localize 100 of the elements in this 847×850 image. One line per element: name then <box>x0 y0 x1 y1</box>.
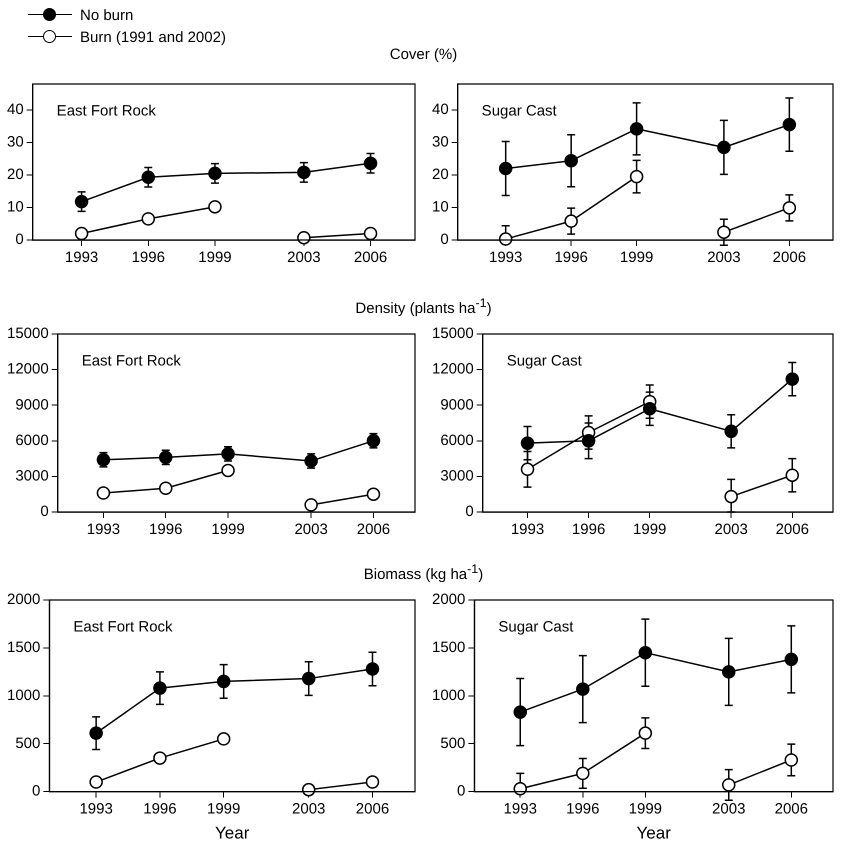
x-tick-label: 1996 <box>132 249 165 266</box>
point <box>142 170 156 184</box>
point <box>786 372 800 386</box>
point <box>724 424 738 438</box>
y-tick-label: 10 <box>432 198 449 216</box>
y-tick-label: 15000 <box>432 325 474 342</box>
legend-label: No burn <box>80 6 134 24</box>
point <box>153 681 167 695</box>
x-tick-label: 2003 <box>287 249 321 266</box>
y-tick-label: 6000 <box>440 432 474 449</box>
point <box>722 778 736 792</box>
x-tick-label: 2006 <box>354 249 388 266</box>
point <box>364 226 378 240</box>
point <box>366 775 380 789</box>
y-tick-label: 0 <box>40 503 49 520</box>
x-tick-label: 1993 <box>86 521 120 538</box>
point <box>582 434 596 448</box>
y-tick-label: 30 <box>6 134 24 151</box>
x-tick-label: 2003 <box>294 521 328 538</box>
x-tick-label: 2003 <box>714 521 748 538</box>
x-tick-label: 1999 <box>620 249 654 266</box>
y-tick-label: 2000 <box>432 591 466 608</box>
point <box>498 162 512 176</box>
point <box>638 726 652 740</box>
point <box>784 753 798 767</box>
point <box>364 156 378 170</box>
point <box>786 468 800 482</box>
x-tick-label: 1993 <box>79 800 113 818</box>
y-tick-label: 500 <box>15 734 40 752</box>
y-tick-label: 2000 <box>6 591 40 608</box>
y-tick-label: 10 <box>6 198 24 216</box>
x-tick-label: 1999 <box>206 800 240 818</box>
x-tick-label: 1996 <box>566 800 600 818</box>
point <box>208 166 222 180</box>
point <box>216 674 230 688</box>
y-tick-label: 6000 <box>15 432 49 449</box>
chart-subtitle: Cover (%) <box>388 46 458 63</box>
point <box>74 226 88 240</box>
x-tick-label: 1999 <box>198 249 232 266</box>
point <box>630 122 644 136</box>
point <box>564 214 578 228</box>
x-tick-label: 1996 <box>149 521 182 538</box>
x-tick-label: 2006 <box>356 800 390 818</box>
text: East Fort Rock <box>56 102 156 120</box>
y-tick-label: 1000 <box>432 686 466 704</box>
x-tick-label: 1999 <box>633 521 666 538</box>
y-tick-label: 3000 <box>440 468 474 485</box>
y-tick-label: 0 <box>457 782 466 800</box>
text: Sugar Cast <box>482 102 558 120</box>
point <box>642 402 656 416</box>
x-tick-label: 1993 <box>489 249 522 266</box>
y-tick-label: 1500 <box>6 639 40 656</box>
point <box>520 436 534 450</box>
point <box>158 482 172 496</box>
y-tick-label: 20 <box>6 166 24 184</box>
point <box>216 732 230 746</box>
y-tick-label: 30 <box>432 134 449 151</box>
x-tick-label: 2003 <box>712 800 746 818</box>
x-tick-label: 1993 <box>64 249 98 266</box>
point <box>96 486 110 500</box>
point <box>153 751 167 765</box>
point <box>513 705 527 719</box>
x-tick-label: 2003 <box>707 249 741 266</box>
point <box>630 170 644 184</box>
y-tick-label: 9000 <box>440 396 474 414</box>
point <box>366 487 380 501</box>
y-tick-label: 12000 <box>432 360 474 378</box>
point <box>498 232 512 246</box>
x-tick-label: 1996 <box>572 521 606 538</box>
x-tick-label: 2006 <box>774 800 808 818</box>
point <box>302 782 316 796</box>
y-tick-label: 1000 <box>6 686 40 704</box>
point <box>304 498 318 512</box>
point <box>576 682 590 696</box>
point <box>513 782 527 796</box>
point <box>576 766 590 780</box>
y-tick-label: 500 <box>440 734 466 752</box>
x-tick-label: 2003 <box>292 800 326 818</box>
point <box>302 672 316 686</box>
point <box>520 462 534 476</box>
point <box>89 775 103 789</box>
point <box>717 225 731 239</box>
point <box>722 665 736 679</box>
legend-label: Burn (1991 and 2002) <box>80 28 226 46</box>
point <box>784 652 798 666</box>
x-tick-label: 2006 <box>356 521 390 538</box>
x-tick-label: 1993 <box>504 800 537 818</box>
x-axis-title: Year <box>636 823 672 842</box>
y-tick-label: 1500 <box>432 639 466 656</box>
text: Sugar Cast <box>506 352 583 370</box>
x-tick-label: 2006 <box>776 521 809 538</box>
point <box>221 464 235 478</box>
y-tick-label: 0 <box>32 782 40 800</box>
point <box>297 230 311 244</box>
x-tick-label: 1993 <box>510 521 544 538</box>
point <box>717 140 731 154</box>
text: East Fort Rock <box>82 352 182 370</box>
y-tick-label: 12000 <box>6 360 49 378</box>
chart-subtitle: Biomass (kg ha$^{-1}$) <box>362 562 484 583</box>
y-tick-label: 0 <box>465 503 474 520</box>
